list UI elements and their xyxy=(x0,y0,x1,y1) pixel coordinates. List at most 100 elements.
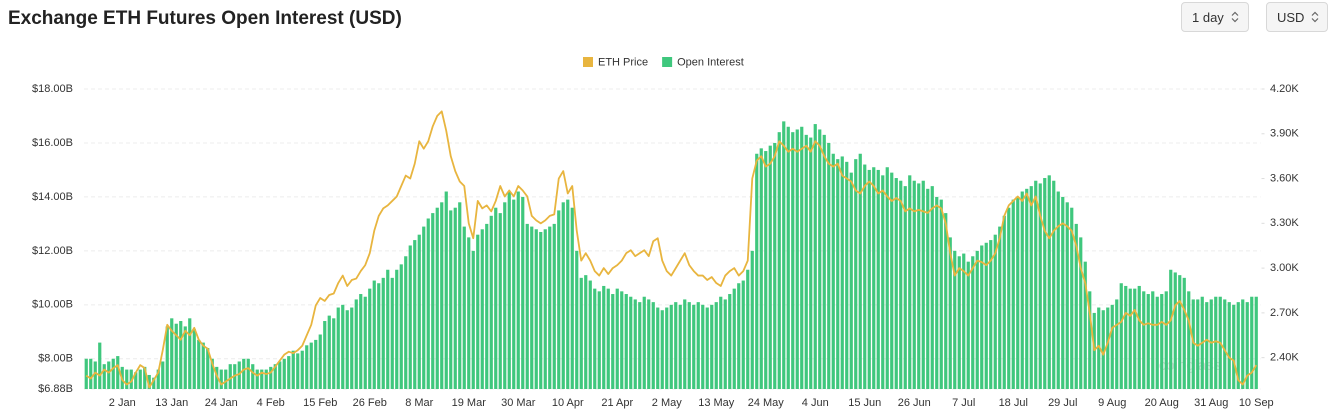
bar xyxy=(1254,296,1258,389)
bar xyxy=(111,358,115,389)
bar xyxy=(971,256,975,389)
x-tick-label: 24 Jan xyxy=(205,397,238,409)
bar xyxy=(1043,178,1047,389)
bar xyxy=(696,302,700,389)
bar xyxy=(1029,186,1033,389)
bar xyxy=(408,245,412,389)
interval-dropdown[interactable]: 1 day xyxy=(1181,2,1249,32)
bar xyxy=(188,318,192,389)
bar xyxy=(449,210,453,389)
bar xyxy=(138,369,142,389)
y2-tick-label: 3.60K xyxy=(1270,172,1299,184)
bar xyxy=(1025,188,1029,389)
bar xyxy=(345,310,349,389)
chart-title: Exchange ETH Futures Open Interest (USD) xyxy=(8,8,402,29)
bar xyxy=(993,234,997,389)
bar xyxy=(521,196,525,389)
x-tick-label: 31 Aug xyxy=(1194,397,1228,409)
bar xyxy=(422,226,426,389)
x-tick-label: 21 Apr xyxy=(601,397,633,409)
bar xyxy=(1056,191,1060,389)
bar xyxy=(1227,302,1231,389)
x-tick-label: 13 May xyxy=(698,397,735,409)
bar xyxy=(1038,183,1042,389)
bar xyxy=(444,191,448,389)
bar xyxy=(1065,202,1069,389)
bar xyxy=(1011,199,1015,389)
bar xyxy=(800,126,804,390)
x-tick-label: 8 Mar xyxy=(405,397,433,409)
bar xyxy=(737,283,741,389)
bar xyxy=(647,299,651,389)
bar xyxy=(255,369,259,389)
currency-dropdown[interactable]: USD xyxy=(1266,2,1328,32)
bar xyxy=(107,361,111,389)
bar xyxy=(885,167,889,389)
bar xyxy=(242,358,246,389)
bar xyxy=(435,207,439,389)
bar xyxy=(332,318,336,389)
bar xyxy=(1209,299,1213,389)
bar xyxy=(1070,207,1074,389)
bar xyxy=(930,186,934,389)
bar xyxy=(548,226,552,389)
bar xyxy=(251,364,255,389)
bar xyxy=(975,250,979,389)
bar xyxy=(561,202,565,389)
bar xyxy=(197,339,201,389)
bar xyxy=(1214,296,1218,389)
bar xyxy=(395,269,399,389)
bar xyxy=(773,142,777,389)
x-tick-label: 15 Feb xyxy=(303,397,337,409)
bar xyxy=(215,366,219,389)
bar xyxy=(1115,299,1119,389)
y-tick-label: $12.00B xyxy=(32,245,73,257)
bar xyxy=(642,296,646,389)
bar xyxy=(210,358,214,389)
bar xyxy=(93,361,97,389)
y-tick-label: $6.88B xyxy=(38,383,73,395)
bar xyxy=(1155,296,1159,389)
bar xyxy=(597,291,601,389)
bar xyxy=(440,202,444,389)
bar xyxy=(926,188,930,389)
y2-tick-label: 4.20K xyxy=(1270,83,1299,95)
bar xyxy=(147,374,151,389)
legend-label: Open Interest xyxy=(677,56,744,68)
bar xyxy=(876,169,880,389)
bar xyxy=(84,358,88,389)
bar xyxy=(872,167,876,389)
bar xyxy=(903,186,907,389)
bar xyxy=(660,310,664,389)
bar xyxy=(755,153,759,389)
bar xyxy=(174,323,178,389)
bar xyxy=(818,129,822,389)
x-tick-label: 20 Aug xyxy=(1145,397,1179,409)
bar xyxy=(980,245,984,389)
bar xyxy=(710,304,714,389)
bar xyxy=(1250,296,1254,389)
bar xyxy=(1146,294,1150,389)
bar xyxy=(116,356,120,389)
y2-tick-label: 3.90K xyxy=(1270,128,1299,140)
x-tick-label: 9 Aug xyxy=(1098,397,1126,409)
bar xyxy=(1007,207,1011,389)
bar xyxy=(831,153,835,389)
bar xyxy=(1137,285,1141,389)
bar xyxy=(552,223,556,389)
bar xyxy=(89,358,93,389)
bar xyxy=(714,302,718,389)
bar xyxy=(1169,269,1173,389)
bar xyxy=(804,134,808,389)
bar xyxy=(845,161,849,389)
bar xyxy=(228,364,232,389)
bar xyxy=(1002,215,1006,389)
bar xyxy=(575,250,579,389)
bar xyxy=(620,291,624,389)
bar xyxy=(881,175,885,389)
bar xyxy=(629,296,633,389)
bar xyxy=(201,342,205,389)
price-line xyxy=(85,110,1258,389)
bar xyxy=(962,253,966,389)
